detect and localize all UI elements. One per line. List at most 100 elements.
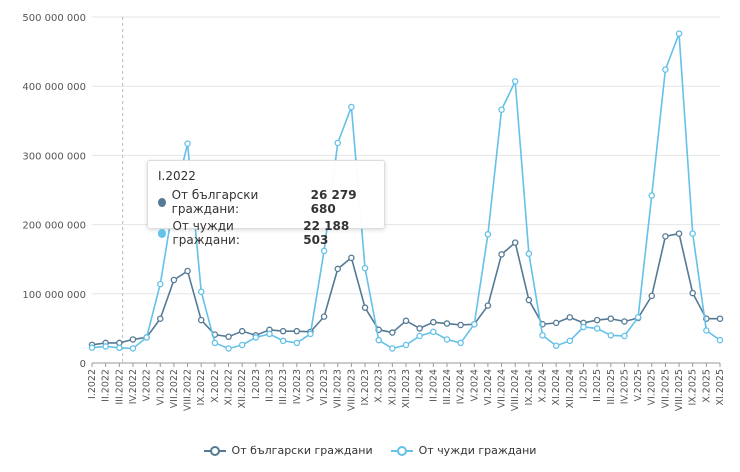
data-point-s0	[593, 316, 601, 324]
data-point-s1	[334, 139, 341, 147]
data-point-s1	[307, 330, 314, 338]
y-tick-label: 0	[80, 359, 86, 370]
y-tick-label: 400 000 000	[22, 82, 86, 93]
tooltip-row-foreign: От чужди граждани: 22 188 503	[158, 219, 374, 247]
x-tick-label: V.2022	[142, 369, 153, 401]
data-point-s1	[416, 332, 423, 340]
x-tick-label: VIII.2022	[183, 369, 194, 411]
x-tick-label: IV.2023	[292, 369, 303, 404]
data-point-s1	[566, 337, 574, 345]
data-point-s0	[662, 233, 669, 240]
data-point-s1	[320, 247, 328, 255]
data-point-s0	[348, 254, 355, 262]
data-point-s0	[157, 315, 164, 322]
x-tick-label: I.2024	[415, 369, 426, 399]
data-point-s0	[170, 276, 178, 284]
y-tick-label: 300 000 000	[22, 151, 86, 162]
data-point-s0	[389, 329, 396, 336]
data-point-s1	[88, 344, 96, 351]
x-tick-label: XI.2024	[551, 369, 562, 406]
x-tick-label: IX.2022	[196, 369, 207, 406]
data-point-s1	[593, 325, 601, 332]
x-tick-label: III.2025	[606, 369, 617, 405]
data-point-s1	[430, 328, 437, 336]
data-point-s0	[197, 316, 205, 324]
data-point-s0	[334, 265, 341, 273]
data-point-s1	[293, 339, 301, 347]
tooltip-bullet-bg	[158, 197, 166, 207]
data-point-s1	[675, 30, 683, 37]
x-tick-label: II.2022	[101, 369, 112, 402]
data-point-s1	[525, 250, 533, 257]
data-point-s1	[607, 332, 615, 339]
data-point-s0	[457, 321, 464, 329]
data-point-s1	[389, 345, 396, 352]
y-tick-label: 500 000 000	[22, 13, 86, 24]
data-point-s1	[225, 345, 232, 352]
x-tick-label: II.2023	[264, 369, 275, 402]
data-point-s1	[143, 334, 150, 341]
chart-legend: От български граждани От чужди граждани	[0, 444, 740, 457]
legend-swatch-foreign	[390, 445, 413, 457]
x-tick-label: XII.2022	[237, 369, 248, 408]
x-tick-label: III.2022	[114, 369, 125, 405]
data-point-s0	[716, 315, 724, 322]
data-point-s0	[621, 318, 628, 325]
x-tick-label: X.2025	[701, 369, 712, 403]
x-tick-label: X.2022	[210, 369, 221, 403]
data-point-s0	[498, 251, 505, 258]
tooltip-label-foreign: От чужди граждани:	[172, 219, 240, 247]
data-point-s1	[703, 327, 710, 334]
legend-label-foreign: От чужди граждани	[418, 444, 537, 457]
data-point-s0	[293, 327, 301, 335]
x-tick-label: XI.2025	[715, 369, 726, 406]
tooltip-bullet-foreign	[158, 228, 167, 238]
data-point-s1	[348, 103, 355, 111]
chart-tooltip: I.2022 От български граждани: 26 279 680…	[147, 160, 385, 247]
data-point-s0	[484, 302, 492, 309]
data-point-s1	[471, 320, 478, 328]
data-point-s1	[689, 230, 696, 237]
data-point-s0	[320, 313, 328, 320]
data-point-s1	[621, 332, 628, 340]
y-tick-label: 100 000 000	[22, 290, 86, 301]
data-point-s1	[375, 336, 382, 344]
legend-item-foreign[interactable]: От чужди граждани	[390, 444, 537, 457]
data-point-s0	[552, 319, 560, 327]
data-point-s0	[511, 239, 519, 246]
data-point-s1	[266, 330, 273, 338]
data-point-s0	[361, 304, 369, 311]
data-point-s1	[443, 336, 451, 343]
series-line-0	[91, 232, 720, 346]
x-tick-label: II.2025	[592, 369, 603, 402]
x-tick-label: VIII.2024	[510, 369, 521, 411]
x-tick-label: VII.2023	[333, 369, 344, 408]
data-point-s1	[539, 332, 546, 339]
x-tick-label: VII.2022	[169, 369, 180, 408]
tooltip-value-bg: 26 279 680	[310, 188, 357, 216]
tooltip-label-bg: От български граждани:	[171, 188, 259, 216]
x-tick-label: XI.2023	[387, 369, 398, 406]
data-point-s1	[279, 337, 287, 345]
x-tick-label: VI.2022	[155, 369, 166, 406]
data-point-s1	[211, 339, 219, 347]
data-point-s1	[511, 78, 519, 85]
tooltip-value-foreign: 22 188 503	[303, 219, 350, 247]
x-tick-label: II.2024	[428, 369, 439, 402]
data-point-s0	[443, 320, 451, 327]
data-point-s0	[566, 314, 574, 321]
legend-swatch-bg	[203, 445, 226, 457]
data-point-s1	[648, 192, 655, 199]
x-tick-label: I.2023	[251, 369, 262, 399]
x-tick-label: IV.2022	[128, 369, 139, 404]
data-point-s0	[525, 296, 533, 304]
x-tick-label: III.2023	[278, 369, 289, 405]
data-point-s0	[648, 292, 655, 300]
data-point-s1	[102, 343, 109, 350]
x-tick-label: V.2024	[469, 369, 480, 401]
legend-item-bg[interactable]: От български граждани	[203, 444, 373, 457]
tooltip-title: I.2022	[158, 169, 196, 183]
data-point-s0	[430, 318, 437, 326]
data-point-s0	[129, 336, 137, 343]
